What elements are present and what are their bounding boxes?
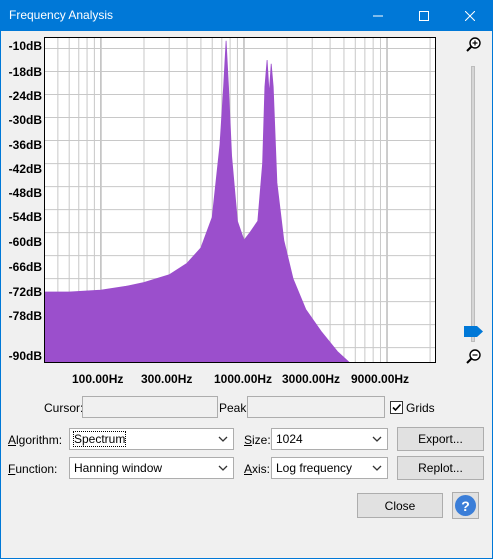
algorithm-label: Algorithm: <box>8 433 63 447</box>
spectrum-area <box>44 40 351 363</box>
y-tick-label: -48dB <box>8 186 42 200</box>
y-tick-label: -54dB <box>8 210 42 224</box>
size-label: Size: <box>244 433 271 447</box>
close-window-button[interactable] <box>447 0 493 31</box>
y-tick-label: -10dB <box>8 39 42 53</box>
algorithm-select[interactable]: Spectrum <box>69 428 234 450</box>
chevron-down-icon <box>218 436 228 442</box>
y-tick-label: -66dB <box>8 260 42 274</box>
y-tick-label: -72dB <box>8 285 42 299</box>
replot-button[interactable]: Replot... <box>397 456 484 480</box>
axis-select[interactable]: Log frequency <box>271 457 388 479</box>
y-tick-label: -36dB <box>8 138 42 152</box>
axis-label: Axis: <box>244 462 271 476</box>
y-tick-label: -60dB <box>8 235 42 249</box>
checkmark-icon <box>392 403 402 412</box>
chevron-down-icon <box>372 436 382 442</box>
maximize-icon <box>419 10 429 21</box>
zoom-in-icon <box>466 37 481 52</box>
export-button[interactable]: Export... <box>397 427 484 451</box>
cursor-label: Cursor: <box>44 401 84 415</box>
chevron-down-icon <box>372 465 382 471</box>
plot-border <box>44 37 436 363</box>
y-tick-label: -30dB <box>8 113 42 127</box>
y-tick-label: -90dB <box>8 349 42 363</box>
title-bar: Frequency Analysis <box>0 0 493 31</box>
zoom-slider-track[interactable] <box>471 66 475 342</box>
grids-checkbox[interactable] <box>390 401 403 414</box>
minimize-button[interactable] <box>355 0 401 31</box>
x-tick-label: 3000.00Hz <box>282 372 341 386</box>
x-tick-label: 1000.00Hz <box>214 372 273 386</box>
cursor-field[interactable] <box>82 396 218 418</box>
help-icon: ? <box>455 495 476 516</box>
chevron-down-icon <box>218 465 228 471</box>
function-label: Function: <box>8 462 58 476</box>
function-select[interactable]: Hanning window <box>69 457 234 479</box>
y-tick-label: -24dB <box>8 89 42 103</box>
y-tick-label: -42dB <box>8 162 42 176</box>
close-button[interactable]: Close <box>357 493 443 518</box>
y-tick-label: -18dB <box>8 65 42 79</box>
grids-label: Grids <box>406 401 435 415</box>
help-button[interactable]: ? <box>452 492 479 519</box>
peak-field[interactable] <box>247 396 385 418</box>
x-tick-label: 9000.00Hz <box>351 372 410 386</box>
x-tick-label: 300.00Hz <box>141 372 193 386</box>
y-tick-label: -78dB <box>8 309 42 323</box>
x-tick-label: 100.00Hz <box>72 372 124 386</box>
size-select[interactable]: 1024 <box>271 428 388 450</box>
zoom-out-button[interactable] <box>465 348 483 366</box>
maximize-button[interactable] <box>401 0 447 31</box>
minimize-icon <box>373 15 383 16</box>
zoom-out-icon <box>466 349 481 364</box>
peak-label: Peak: <box>219 401 250 415</box>
zoom-in-button[interactable] <box>465 36 483 54</box>
window-title: Frequency Analysis <box>9 8 114 22</box>
close-icon <box>465 10 475 21</box>
zoom-slider-thumb[interactable] <box>464 326 483 337</box>
spectrum-plot[interactable] <box>44 37 436 363</box>
